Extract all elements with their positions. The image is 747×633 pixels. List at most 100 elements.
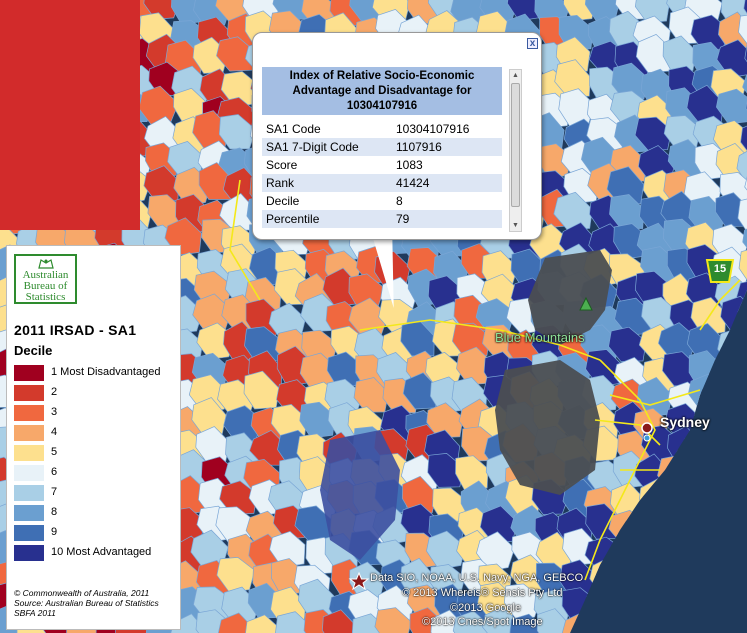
legend-item-label: 4 xyxy=(51,426,58,438)
sa1-region[interactable] xyxy=(269,531,306,568)
map-credit-cnes: ©2013 Cnes/Spot Image xyxy=(422,616,543,628)
sa1-region[interactable] xyxy=(742,220,747,258)
sa1-region[interactable] xyxy=(744,39,747,77)
map-label-blue-mountains: Blue Mountains xyxy=(495,330,585,345)
sa1-region[interactable] xyxy=(609,194,645,229)
info-marker-icon xyxy=(643,434,651,442)
star-marker-icon[interactable] xyxy=(348,571,370,591)
legend-swatch xyxy=(14,425,44,441)
legend-item: 4 xyxy=(14,425,184,441)
popup-row: Decile 8 xyxy=(262,192,502,210)
highway-shield-label: 15 xyxy=(713,263,727,275)
sa1-region[interactable] xyxy=(737,195,747,237)
legend-item-label: 9 xyxy=(51,526,58,538)
legend-item: 5 xyxy=(14,445,184,461)
sa1-region[interactable] xyxy=(716,88,747,125)
logo-line2: Bureau of xyxy=(23,280,68,292)
sa1-region[interactable] xyxy=(143,0,181,20)
logo-line1: Australian xyxy=(22,269,69,281)
sa1-region[interactable] xyxy=(634,0,671,24)
map-credit-data: Data SIO, NOAA, U.S. Navy, NGA, GEBCO xyxy=(370,572,584,584)
legend-item: 3 xyxy=(14,405,184,421)
sa1-region[interactable] xyxy=(716,39,747,78)
sa1-region[interactable] xyxy=(299,401,336,439)
sa1-region[interactable] xyxy=(744,167,747,205)
sa1-region[interactable] xyxy=(738,246,747,286)
popup-row-key: Percentile xyxy=(266,212,320,226)
legend-title: 2011 IRSAD - SA1 xyxy=(14,322,137,338)
sa1-region[interactable] xyxy=(481,606,520,633)
legend-item-label: 7 xyxy=(51,486,58,498)
legend-swatch xyxy=(14,545,44,561)
legend-panel: Australian Bureau of Statistics 2011 IRS… xyxy=(6,245,181,630)
legend-subtitle: Decile xyxy=(14,343,53,358)
sa1-region[interactable] xyxy=(742,66,747,105)
legend-item-label: 5 xyxy=(51,446,58,458)
legend-swatch xyxy=(14,365,44,381)
abs-logo: Australian Bureau of Statistics xyxy=(14,254,77,304)
map-credit-whereis: © 2013 Whereis® Sensis Pty Ltd xyxy=(402,587,563,599)
sa1-region[interactable] xyxy=(553,191,593,231)
sa1-region[interactable] xyxy=(195,609,233,633)
legend-source: Source: Australian Bureau of Statistics xyxy=(14,598,159,608)
sa1-region[interactable] xyxy=(608,326,647,362)
sa1-region[interactable] xyxy=(426,530,466,570)
sa1-region[interactable] xyxy=(426,402,464,439)
large-red-region xyxy=(0,0,140,230)
popup-row-value: 8 xyxy=(396,194,403,208)
coast-roads xyxy=(229,179,741,581)
legend-item-label: 10 Most Advantaged xyxy=(51,546,152,558)
sa1-region[interactable] xyxy=(743,0,747,27)
sa1-region[interactable] xyxy=(662,35,697,75)
sa1-region[interactable] xyxy=(401,475,437,516)
sa1-region[interactable] xyxy=(554,59,591,98)
sa1-region[interactable] xyxy=(193,0,232,28)
legend-sbfa: SBFA 2011 xyxy=(14,608,56,618)
scroll-down-icon[interactable]: ▼ xyxy=(512,222,519,229)
sa1-region[interactable] xyxy=(452,610,491,633)
sa1-region[interactable] xyxy=(504,583,542,619)
legend-item-label: 1 Most Disadvantaged xyxy=(51,366,161,378)
legend-item: 6 xyxy=(14,465,184,481)
sa1-region[interactable] xyxy=(322,609,357,633)
sa1-region[interactable] xyxy=(563,0,597,22)
sa1-region[interactable] xyxy=(275,611,314,633)
legend-swatch xyxy=(14,485,44,501)
logo-line3: Statistics xyxy=(25,291,66,303)
sa1-region[interactable] xyxy=(216,557,256,594)
sa1-region[interactable] xyxy=(745,89,747,127)
landmark-markers xyxy=(348,296,653,591)
legend-footnote: © Commonwealth of Australia, 2011 Source… xyxy=(14,588,159,618)
sa1-region[interactable] xyxy=(738,13,747,49)
map-credit-google: ©2013 Google xyxy=(450,602,522,614)
sa1-region[interactable] xyxy=(736,145,747,187)
popup-row: Score 1083 xyxy=(262,156,502,174)
sa1-region[interactable] xyxy=(536,608,572,633)
popup-row: Rank 41424 xyxy=(262,174,502,192)
sa1-region[interactable] xyxy=(219,480,258,515)
legend-swatch xyxy=(14,525,44,541)
sa1-region[interactable] xyxy=(244,614,283,633)
sa1-region[interactable] xyxy=(740,119,747,158)
sa1-region[interactable] xyxy=(374,607,412,633)
sa1-region[interactable] xyxy=(634,116,672,151)
highway-shield-icon: 15 xyxy=(705,258,735,284)
popup-scrollbar[interactable]: ▲ ▼ xyxy=(509,69,522,232)
sydney-pin-icon[interactable] xyxy=(641,422,653,434)
popup-row: Percentile 79 xyxy=(262,210,502,228)
legend-item: 7 xyxy=(14,485,184,501)
popup-row-value: 41424 xyxy=(396,176,430,190)
sa1-region[interactable] xyxy=(452,322,491,359)
legend-item: 2 xyxy=(14,385,184,401)
sa1-region[interactable] xyxy=(427,453,465,488)
legend-item: 1 Most Disadvantaged xyxy=(14,365,184,381)
legend-swatch xyxy=(14,385,44,401)
sa1-region[interactable] xyxy=(476,531,516,572)
popup-row-value: 1107916 xyxy=(396,140,442,154)
map-label-sydney: Sydney xyxy=(660,414,710,430)
scroll-thumb[interactable] xyxy=(511,83,520,207)
scroll-up-icon[interactable]: ▲ xyxy=(512,72,519,79)
close-button[interactable]: x xyxy=(527,38,538,49)
sa1-region[interactable] xyxy=(611,62,650,100)
popup-row: SA1 7-Digit Code 1107916 xyxy=(262,138,502,156)
